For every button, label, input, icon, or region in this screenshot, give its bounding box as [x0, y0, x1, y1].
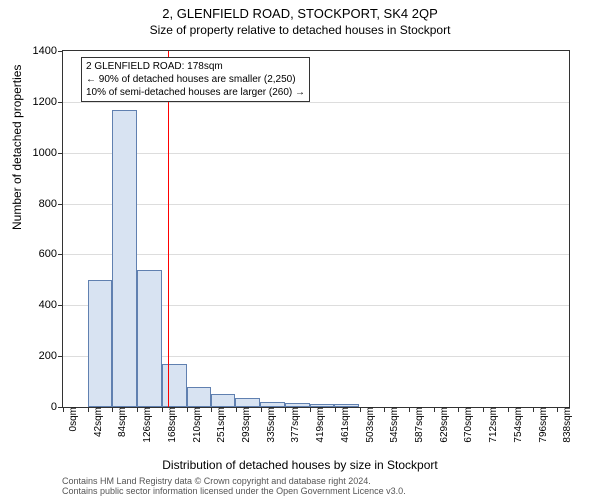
x-tick-mark: [211, 407, 212, 412]
x-tick-mark: [360, 407, 361, 412]
footnote-line: Contains public sector information licen…: [62, 486, 406, 496]
y-tick-mark: [58, 254, 63, 255]
x-tick-label: 838sqm: [560, 407, 573, 443]
histogram-bar: [211, 394, 236, 407]
x-tick-label: 210sqm: [190, 407, 203, 443]
x-tick-mark: [187, 407, 188, 412]
histogram-chart: 02004006008001000120014000sqm42sqm84sqm1…: [62, 50, 570, 408]
x-tick-label: 503sqm: [363, 407, 376, 443]
x-tick-mark: [508, 407, 509, 412]
y-tick-mark: [58, 51, 63, 52]
x-tick-mark: [285, 407, 286, 412]
x-tick-mark: [458, 407, 459, 412]
x-axis-label: Distribution of detached houses by size …: [0, 458, 600, 472]
histogram-bar: [112, 110, 137, 408]
page-title: 2, GLENFIELD ROAD, STOCKPORT, SK4 2QP: [0, 0, 600, 21]
page-subtitle: Size of property relative to detached ho…: [0, 21, 600, 37]
histogram-bar: [162, 364, 187, 407]
histogram-bar: [137, 270, 162, 407]
x-tick-mark: [557, 407, 558, 412]
x-tick-label: 461sqm: [338, 407, 351, 443]
footnote-line: Contains HM Land Registry data © Crown c…: [62, 476, 406, 486]
x-tick-mark: [63, 407, 64, 412]
y-tick-mark: [58, 102, 63, 103]
x-tick-label: 796sqm: [536, 407, 549, 443]
x-tick-label: 293sqm: [239, 407, 252, 443]
x-tick-label: 545sqm: [387, 407, 400, 443]
histogram-bar: [235, 398, 260, 407]
annotation-line: 10% of semi-detached houses are larger (…: [86, 86, 305, 99]
x-tick-mark: [409, 407, 410, 412]
x-tick-mark: [137, 407, 138, 412]
footnote: Contains HM Land Registry data © Crown c…: [62, 476, 406, 497]
gridline: [63, 254, 569, 255]
x-tick-label: 0sqm: [66, 407, 79, 431]
x-tick-mark: [112, 407, 113, 412]
gridline: [63, 153, 569, 154]
x-tick-label: 377sqm: [288, 407, 301, 443]
histogram-bar: [187, 387, 211, 407]
annotation-line: ← 90% of detached houses are smaller (2,…: [86, 73, 305, 86]
x-tick-mark: [434, 407, 435, 412]
x-tick-label: 168sqm: [165, 407, 178, 443]
x-tick-mark: [310, 407, 311, 412]
x-tick-label: 251sqm: [214, 407, 227, 443]
x-tick-mark: [483, 407, 484, 412]
y-axis-label: Number of detached properties: [10, 65, 24, 230]
x-tick-label: 587sqm: [412, 407, 425, 443]
x-tick-label: 335sqm: [264, 407, 277, 443]
y-tick-mark: [58, 153, 63, 154]
x-tick-mark: [384, 407, 385, 412]
x-tick-mark: [88, 407, 89, 412]
x-tick-label: 754sqm: [511, 407, 524, 443]
x-tick-label: 712sqm: [486, 407, 499, 443]
x-tick-label: 419sqm: [313, 407, 326, 443]
y-tick-mark: [58, 204, 63, 205]
y-tick-mark: [58, 356, 63, 357]
chart-container: 2, GLENFIELD ROAD, STOCKPORT, SK4 2QP Si…: [0, 0, 600, 500]
x-tick-mark: [261, 407, 262, 412]
x-tick-mark: [162, 407, 163, 412]
y-tick-mark: [58, 305, 63, 306]
x-tick-label: 126sqm: [140, 407, 153, 443]
marker-line: [168, 51, 169, 407]
x-tick-label: 84sqm: [115, 407, 128, 437]
gridline: [63, 204, 569, 205]
x-tick-label: 670sqm: [461, 407, 474, 443]
x-tick-mark: [533, 407, 534, 412]
histogram-bar: [88, 280, 113, 407]
annotation-box: 2 GLENFIELD ROAD: 178sqm← 90% of detache…: [81, 57, 310, 102]
x-tick-label: 42sqm: [91, 407, 104, 437]
x-tick-mark: [236, 407, 237, 412]
x-tick-mark: [335, 407, 336, 412]
annotation-line: 2 GLENFIELD ROAD: 178sqm: [86, 60, 305, 73]
x-tick-label: 629sqm: [437, 407, 450, 443]
